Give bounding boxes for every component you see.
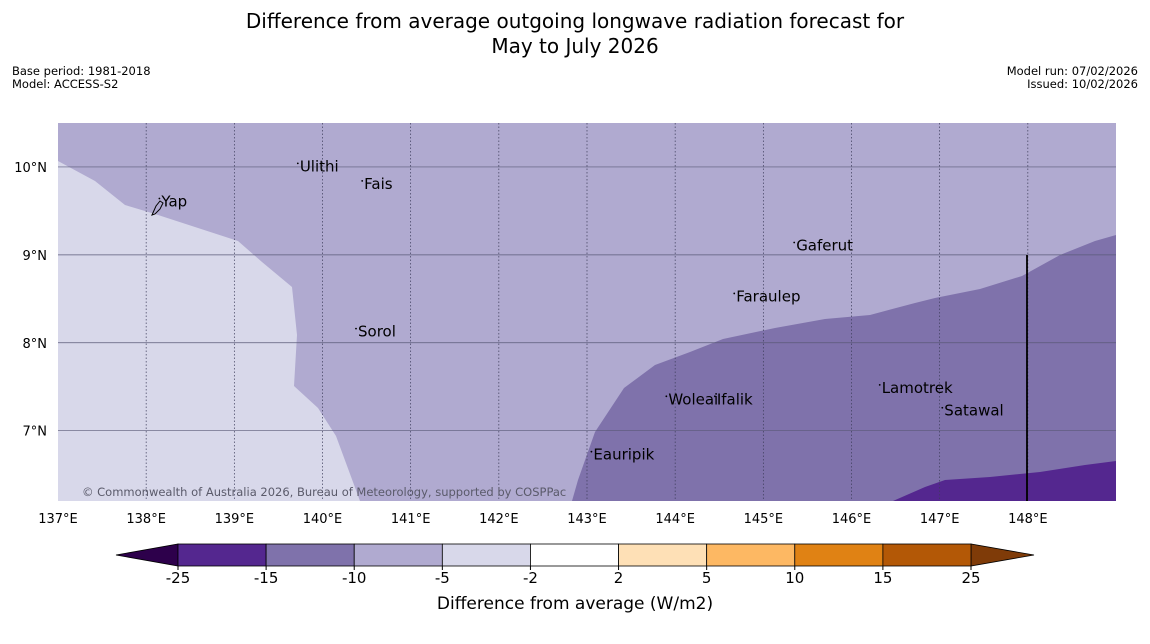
title-line-1: Difference from average outgoing longwav…: [245, 9, 905, 33]
forecast-map: Yap Ulithi Fais Gaferut Faraulep Sorol WoleaiI…: [58, 123, 1116, 501]
colorbar-tick-label: -2: [523, 569, 538, 587]
place-marker: [713, 395, 716, 398]
lon-tick-label: 148°E: [1008, 512, 1048, 527]
place-marker: [793, 241, 796, 244]
base-period-text: Base period: 1981-2018: [12, 64, 151, 78]
colorbar-tick-label: -10: [342, 569, 367, 587]
colorbar-tick-label: 5: [702, 569, 712, 587]
place-label: Eauripik: [593, 446, 654, 464]
lon-tick-label: 141°E: [391, 512, 431, 527]
place-label: Woleai: [668, 390, 718, 408]
lon-tick-label: 140°E: [303, 512, 343, 527]
place-label: Faraulep: [736, 287, 800, 305]
lon-tick-label: 142°E: [479, 512, 519, 527]
place-label: Ifalik: [717, 390, 753, 408]
region-minus15-to-minus10: [572, 235, 1116, 501]
model-text: Model: ACCESS-S2: [12, 77, 119, 91]
colorbar-tick-label: 25: [961, 569, 980, 587]
lon-tick-label: 143°E: [567, 512, 607, 527]
place-marker: [665, 395, 668, 398]
colorbar-swatch: [706, 543, 796, 567]
longitude-ticks: 137°E 138°E 139°E 140°E 141°E 142°E 143°E 144°E…: [38, 512, 1047, 527]
colorbar-swatch: [530, 543, 619, 567]
place-marker: [878, 383, 881, 386]
meta-right: Model run: 07/02/2026 Issued: 10/02/2026: [1007, 65, 1138, 91]
place-label: Gaferut: [796, 236, 853, 254]
colorbar: -25 -15 -10 -5 -2 2 5 10 15 25: [115, 543, 1035, 587]
place-marker: [941, 406, 944, 409]
colorbar-tick-label: 10: [785, 569, 804, 587]
colorbar-swatch: [618, 543, 708, 567]
colorbar-swatch: [441, 543, 531, 567]
lon-tick-label: 146°E: [832, 512, 872, 527]
colorbar-label: Difference from average (W/m2): [436, 594, 714, 614]
place-marker: [355, 327, 357, 330]
colorbar-swatch: [265, 543, 355, 567]
lat-tick-label: 10°N: [14, 161, 47, 176]
place-label: Yap: [160, 193, 187, 211]
lat-tick-label: 7°N: [23, 425, 48, 440]
colorbar-under-arrow: [115, 543, 179, 567]
meta-left: Base period: 1981-2018 Model: ACCESS-S2: [12, 65, 151, 91]
lat-tick-label: 9°N: [23, 249, 48, 264]
colorbar-tick-label: -25: [166, 569, 191, 587]
issued-text: Issued: 10/02/2026: [1027, 77, 1138, 91]
yap-island-outline: [151, 200, 164, 216]
colorbar-swatch: [353, 543, 443, 567]
colorbar-tick-label: -5: [435, 569, 450, 587]
place-marker: [361, 180, 364, 182]
place-label: Ulithi: [300, 157, 339, 175]
place-label: Sorol: [358, 323, 396, 341]
colorbar-swatch: [794, 543, 884, 567]
place-label: Lamotrek: [882, 379, 953, 397]
lon-tick-label: 138°E: [126, 512, 166, 527]
region-minus25-to-minus15: [893, 461, 1116, 501]
colorbar-swatch: [882, 543, 972, 567]
copyright-notice: © Commonwealth of Australia 2026, Bureau…: [82, 485, 566, 499]
latitude-ticks: 10°N 9°N 8°N 7°N: [14, 161, 47, 440]
place-label: Fais: [364, 175, 393, 193]
region-minus5-to-minus2: [58, 161, 360, 501]
chart-title: Difference from average outgoing longwav…: [0, 9, 1150, 59]
place-marker: [296, 162, 299, 165]
place-marker: [590, 450, 593, 453]
place-marker: [733, 292, 736, 295]
place-labels: Yap Ulithi Fais Gaferut Faraulep Sorol WoleaiI…: [158, 157, 1004, 464]
lon-tick-label: 145°E: [744, 512, 784, 527]
colorbar-tick-label: 15: [873, 569, 892, 587]
lon-tick-label: 139°E: [215, 512, 255, 527]
title-line-2: May to July 2026: [491, 34, 659, 58]
lon-tick-label: 137°E: [38, 512, 78, 527]
place-marker: [158, 197, 161, 200]
place-label: Satawal: [944, 402, 1003, 420]
model-run-text: Model run: 07/02/2026: [1006, 64, 1138, 78]
colorbar-tick-label: -15: [254, 569, 279, 587]
lon-tick-label: 147°E: [920, 512, 960, 527]
lat-tick-label: 8°N: [23, 337, 48, 352]
lon-tick-label: 144°E: [655, 512, 695, 527]
colorbar-tick-label: 2: [614, 569, 624, 587]
colorbar-swatch: [177, 543, 267, 567]
colorbar-over-arrow: [970, 543, 1035, 567]
